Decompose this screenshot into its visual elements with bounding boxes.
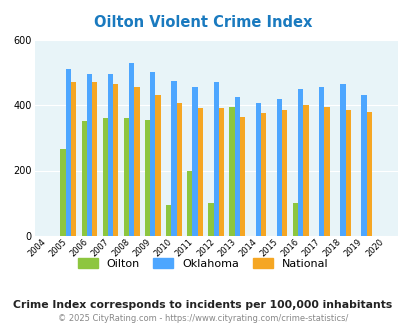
Bar [92,82,97,236]
Bar [192,87,197,236]
Bar [366,112,371,236]
Bar [229,107,234,236]
Bar [155,95,160,236]
Bar [324,107,329,236]
Bar [197,108,202,236]
Bar [124,118,129,236]
Bar [187,171,192,236]
Bar [292,203,297,236]
Bar [87,74,92,236]
Bar [345,110,350,236]
Bar [176,103,181,236]
Bar [281,110,287,236]
Bar [108,74,113,236]
Text: Crime Index corresponds to incidents per 100,000 inhabitants: Crime Index corresponds to incidents per… [13,300,392,310]
Text: © 2025 CityRating.com - https://www.cityrating.com/crime-statistics/: © 2025 CityRating.com - https://www.city… [58,314,347,323]
Bar [213,82,218,236]
Bar [60,149,66,236]
Bar [303,105,308,236]
Legend: Oilton, Oklahoma, National: Oilton, Oklahoma, National [73,254,332,273]
Bar [276,98,281,236]
Bar [166,205,171,236]
Bar [134,87,139,236]
Bar [150,72,155,236]
Bar [171,81,176,236]
Bar [255,103,260,236]
Bar [81,121,87,236]
Bar [318,87,324,236]
Text: Oilton Violent Crime Index: Oilton Violent Crime Index [94,15,311,30]
Bar [208,203,213,236]
Bar [339,84,345,236]
Bar [234,97,239,236]
Bar [66,69,71,236]
Bar [129,62,134,236]
Bar [71,82,76,236]
Bar [360,95,366,236]
Bar [102,118,108,236]
Bar [145,120,150,236]
Bar [113,84,118,236]
Bar [239,116,245,236]
Bar [218,108,224,236]
Bar [260,113,266,236]
Bar [297,89,303,236]
